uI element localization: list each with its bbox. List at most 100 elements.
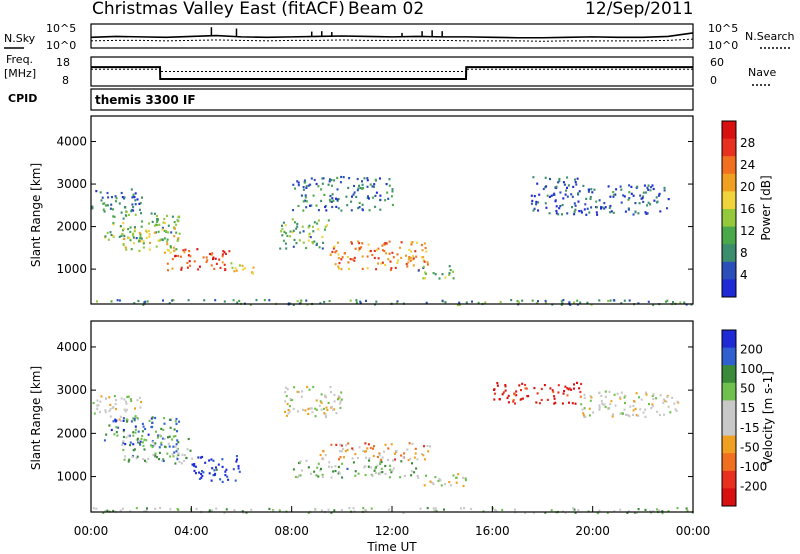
colorbar-swatch: [722, 138, 736, 157]
range-gate-cell: [292, 468, 295, 471]
range-gate-cell: [574, 402, 577, 405]
range-gate-cell: [183, 454, 186, 457]
range-gate-cell: [183, 459, 186, 463]
range-gate-cell: [334, 469, 337, 473]
range-gate-cell: [329, 194, 332, 198]
range-gate-cell: [422, 259, 425, 262]
range-gate-cell: [610, 400, 613, 403]
range-gate-cell: [357, 249, 360, 252]
range-gate-cell: [285, 414, 288, 417]
range-gate-cell: [369, 249, 372, 253]
range-gate-cell: [672, 301, 674, 304]
range-gate-cell: [129, 441, 132, 444]
range-gate-cell: [570, 388, 573, 391]
range-gate-cell: [456, 304, 459, 307]
range-gate-cell: [332, 199, 335, 202]
range-gate-cell: [339, 456, 342, 459]
range-gate-cell: [140, 400, 143, 404]
range-gate-cell: [669, 411, 672, 414]
range-gate-cell: [561, 402, 564, 405]
range-gate-cell: [167, 269, 169, 272]
range-gate-cell: [373, 256, 376, 260]
range-gate-cell: [590, 206, 593, 209]
range-gate-cell: [665, 400, 668, 403]
range-gate-cell: [281, 224, 283, 227]
range-gate-cell: [131, 196, 134, 199]
range-gate-cell: [323, 193, 326, 196]
colorbar-swatch: [722, 435, 736, 454]
range-gate-cell: [588, 188, 591, 191]
range-gate-cell: [606, 511, 609, 514]
range-gate-cell: [318, 246, 321, 249]
range-gate-cell: [295, 242, 298, 245]
range-gate-cell: [158, 446, 161, 449]
range-gate-cell: [189, 264, 192, 267]
range-gate-cell: [346, 255, 349, 259]
range-gate-cell: [380, 467, 383, 470]
range-gate-cell: [221, 261, 224, 264]
range-gate-cell: [385, 183, 388, 186]
range-gate-cell: [532, 176, 535, 179]
range-gate-cell: [174, 254, 177, 257]
range-gate-cell: [545, 185, 548, 188]
range-gate-cell: [552, 391, 555, 394]
range-gate-cell: [330, 405, 333, 408]
range-gate-cell: [410, 250, 412, 253]
range-gate-cell: [629, 405, 632, 408]
range-gate-cell: [299, 474, 302, 477]
range-gate-cell: [145, 229, 148, 232]
noise-left-tick-top: 10^5: [46, 22, 76, 35]
range-gate-cell: [571, 206, 573, 209]
range-gate-cell: [588, 414, 591, 417]
range-gate-cell: [457, 473, 460, 476]
range-gate-cell: [280, 230, 283, 233]
range-gate-cell: [125, 248, 128, 251]
range-gate-cell: [573, 383, 575, 386]
range-gate-cell: [119, 225, 122, 228]
range-gate-cell: [349, 258, 352, 261]
range-gate-cell: [281, 227, 284, 231]
range-gate-cell: [589, 394, 592, 398]
range-gate-cell: [361, 180, 363, 183]
range-gate-cell: [576, 381, 578, 384]
range-gate-cell: [198, 265, 201, 268]
range-gate-cell: [92, 401, 95, 405]
range-gate-cell: [173, 451, 176, 454]
range-gate-cell: [305, 186, 308, 189]
range-gate-cell: [116, 434, 119, 437]
range-gate-cell: [114, 403, 117, 406]
range-gate-cell: [423, 242, 426, 245]
range-gate-cell: [449, 484, 452, 487]
range-gate-cell: [123, 398, 126, 401]
range-gate-cell: [642, 191, 645, 194]
range-gate-cell: [573, 202, 576, 205]
range-gate-cell: [337, 395, 340, 398]
range-gate-cell: [286, 402, 289, 406]
range-gate-cell: [308, 232, 311, 235]
range-gate-cell: [361, 187, 364, 190]
range-gate-cell: [238, 264, 241, 267]
range-gate-cell: [443, 508, 445, 511]
range-gate-cell: [172, 445, 175, 448]
range-gate-cell: [124, 246, 127, 249]
range-gate-cell: [381, 456, 384, 459]
range-gate-cell: [119, 419, 122, 422]
range-gate-cell: [391, 190, 394, 193]
range-gate-cell: [665, 300, 667, 303]
range-gate-cell: [462, 484, 465, 488]
range-gate-cell: [320, 199, 323, 202]
range-gate-cell: [661, 510, 664, 513]
range-gate-cell: [189, 449, 192, 452]
range-gate-cell: [574, 511, 577, 514]
range-gate-cell: [582, 184, 585, 187]
noise-left-label: N.Sky: [4, 32, 36, 45]
range-gate-cell: [180, 462, 183, 465]
range-gate-cell: [130, 188, 133, 191]
range-gate-cell: [230, 262, 233, 265]
range-gate-cell: [297, 391, 300, 394]
range-gate-cell: [663, 189, 666, 192]
range-gate-cell: [535, 200, 538, 203]
range-gate-cell: [375, 191, 378, 194]
range-gate-cell: [225, 468, 228, 471]
range-gate-cell: [572, 185, 575, 188]
